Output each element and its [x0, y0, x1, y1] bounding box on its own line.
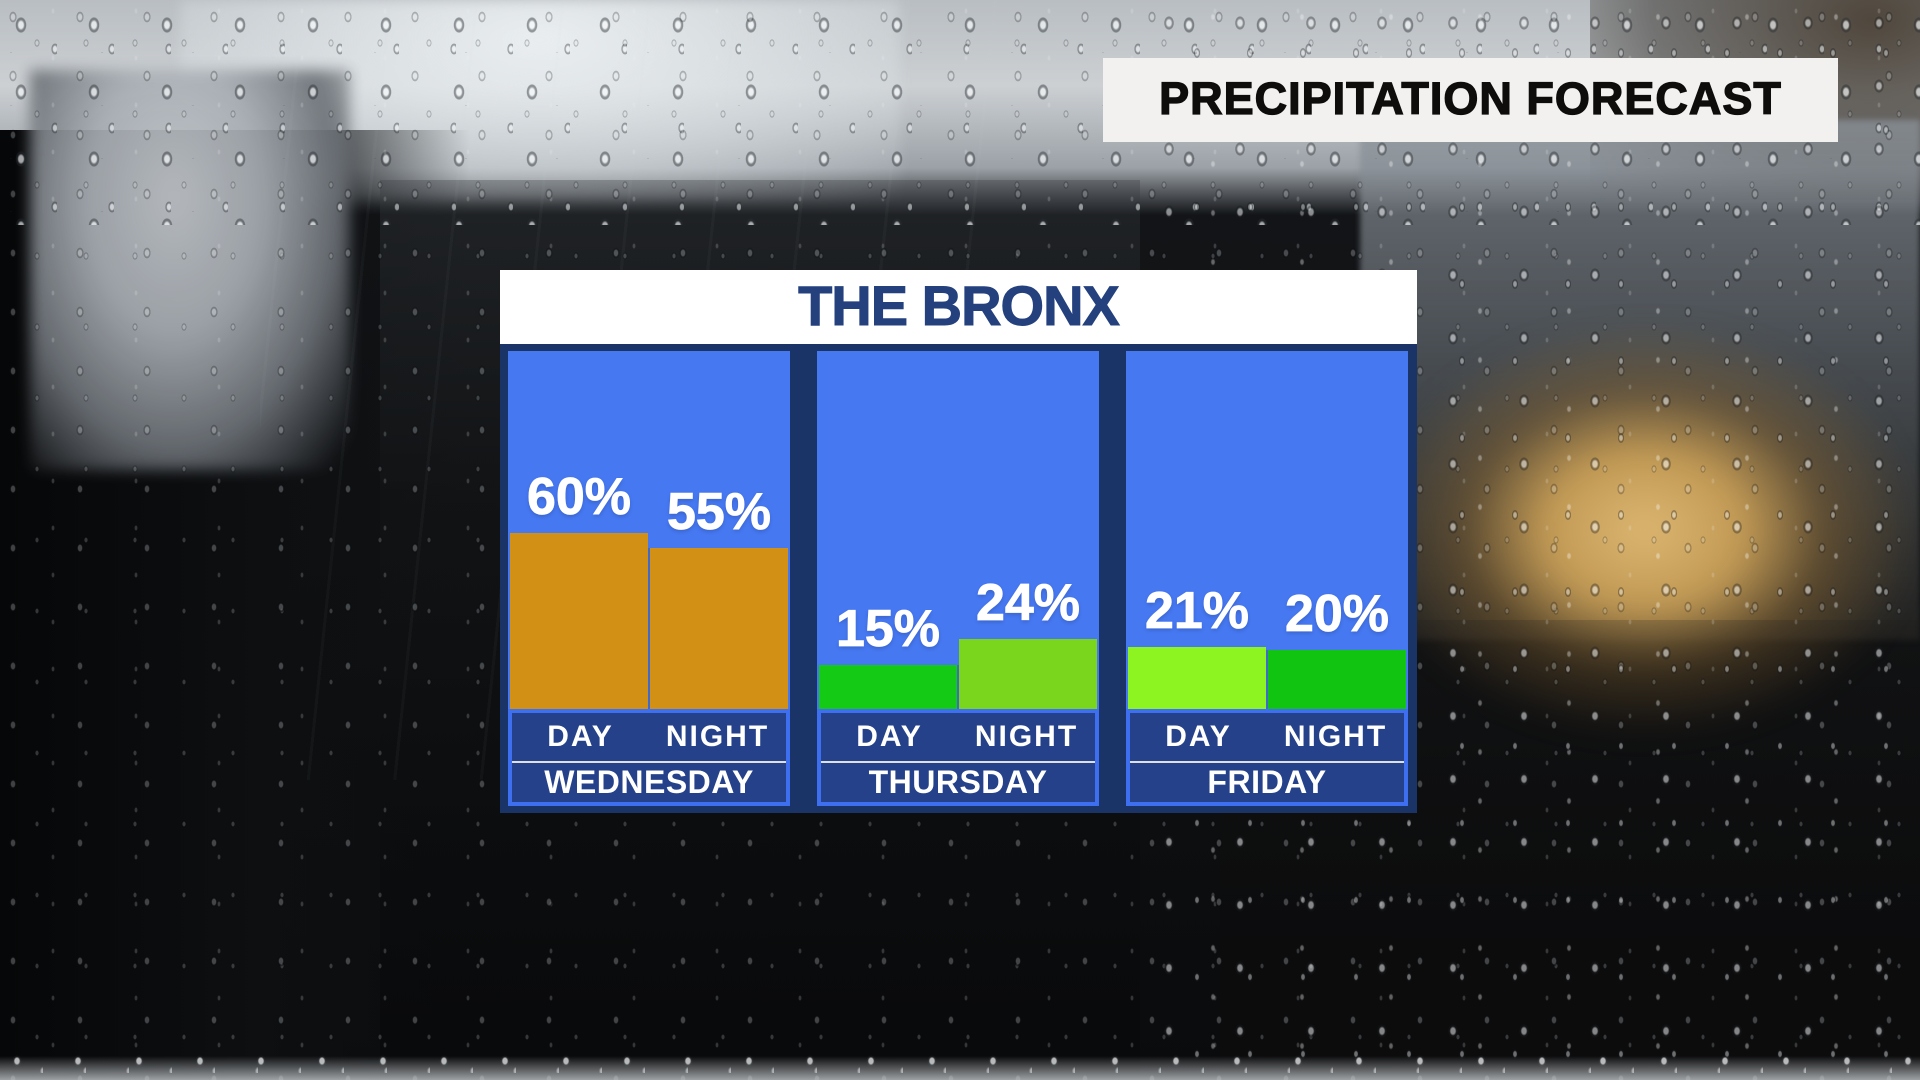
widget-header: THE BRONX	[500, 270, 1417, 344]
bar-gap-line	[1266, 650, 1268, 709]
day-panel-wednesday: 60% 55% DAY NIGHT WEDNESDAY	[508, 351, 790, 806]
night-label: NIGHT	[1283, 719, 1388, 753]
day-bar-value: 21%	[1144, 582, 1250, 641]
background-left-dark-area	[0, 130, 470, 1080]
label-divider-line	[512, 761, 786, 763]
night-bar-value: 55%	[666, 483, 772, 542]
night-label: NIGHT	[665, 719, 770, 753]
day-bar	[510, 533, 648, 709]
precipitation-forecast-banner: PRECIPITATION FORECAST	[1103, 58, 1838, 142]
day-panel-friday: 21% 20% DAY NIGHT FRIDAY	[1126, 351, 1408, 806]
day-bar-value: 60%	[526, 468, 632, 527]
night-label: NIGHT	[974, 719, 1079, 753]
night-bar-value: 20%	[1284, 585, 1390, 644]
chart-area: 15% 24%	[817, 351, 1099, 709]
background-top-bright-spot	[180, 0, 900, 200]
label-divider-line	[821, 761, 1095, 763]
background-right-light-area	[1360, 120, 1920, 640]
night-bar	[1268, 650, 1406, 709]
background-warm-glow	[1370, 320, 1920, 740]
daynight-row: DAY NIGHT	[1130, 713, 1404, 760]
daynight-row: DAY NIGHT	[512, 713, 786, 760]
label-divider-line	[1130, 761, 1404, 763]
banner-title: PRECIPITATION FORECAST	[1158, 72, 1782, 124]
label-block: DAY NIGHT FRIDAY	[1126, 709, 1408, 806]
chart-area: 60% 55%	[508, 351, 790, 709]
day-label: DAY	[856, 719, 923, 753]
day-name-label: THURSDAY	[868, 764, 1048, 800]
location-title: THE BRONX	[798, 273, 1121, 337]
night-bar	[650, 548, 788, 709]
day-bar	[819, 665, 957, 709]
day-label: DAY	[547, 719, 614, 753]
background-bottom-light-strip	[0, 1056, 1920, 1080]
label-block: DAY NIGHT THURSDAY	[817, 709, 1099, 806]
daynight-row: DAY NIGHT	[821, 713, 1095, 760]
widget-body: 60% 55% DAY NIGHT WEDNESDAY 15% 24% DAY …	[500, 344, 1417, 813]
night-bar	[959, 639, 1097, 709]
day-label: DAY	[1165, 719, 1232, 753]
night-bar-value: 24%	[975, 574, 1081, 633]
label-block: DAY NIGHT WEDNESDAY	[508, 709, 790, 806]
bar-gap-line	[648, 548, 650, 709]
forecast-widget: THE BRONX 60% 55% DAY NIGHT WEDNESDAY 15…	[500, 270, 1417, 813]
background-left-gray-blob	[30, 70, 350, 470]
day-bar	[1128, 647, 1266, 709]
day-panel-thursday: 15% 24% DAY NIGHT THURSDAY	[817, 351, 1099, 806]
chart-area: 21% 20%	[1126, 351, 1408, 709]
bar-gap-line	[957, 665, 959, 709]
day-bar-value: 15%	[835, 600, 941, 659]
raindrops-bottom-texture	[0, 1020, 1920, 1080]
day-name-label: FRIDAY	[1207, 764, 1327, 800]
day-name-label: WEDNESDAY	[544, 764, 754, 800]
